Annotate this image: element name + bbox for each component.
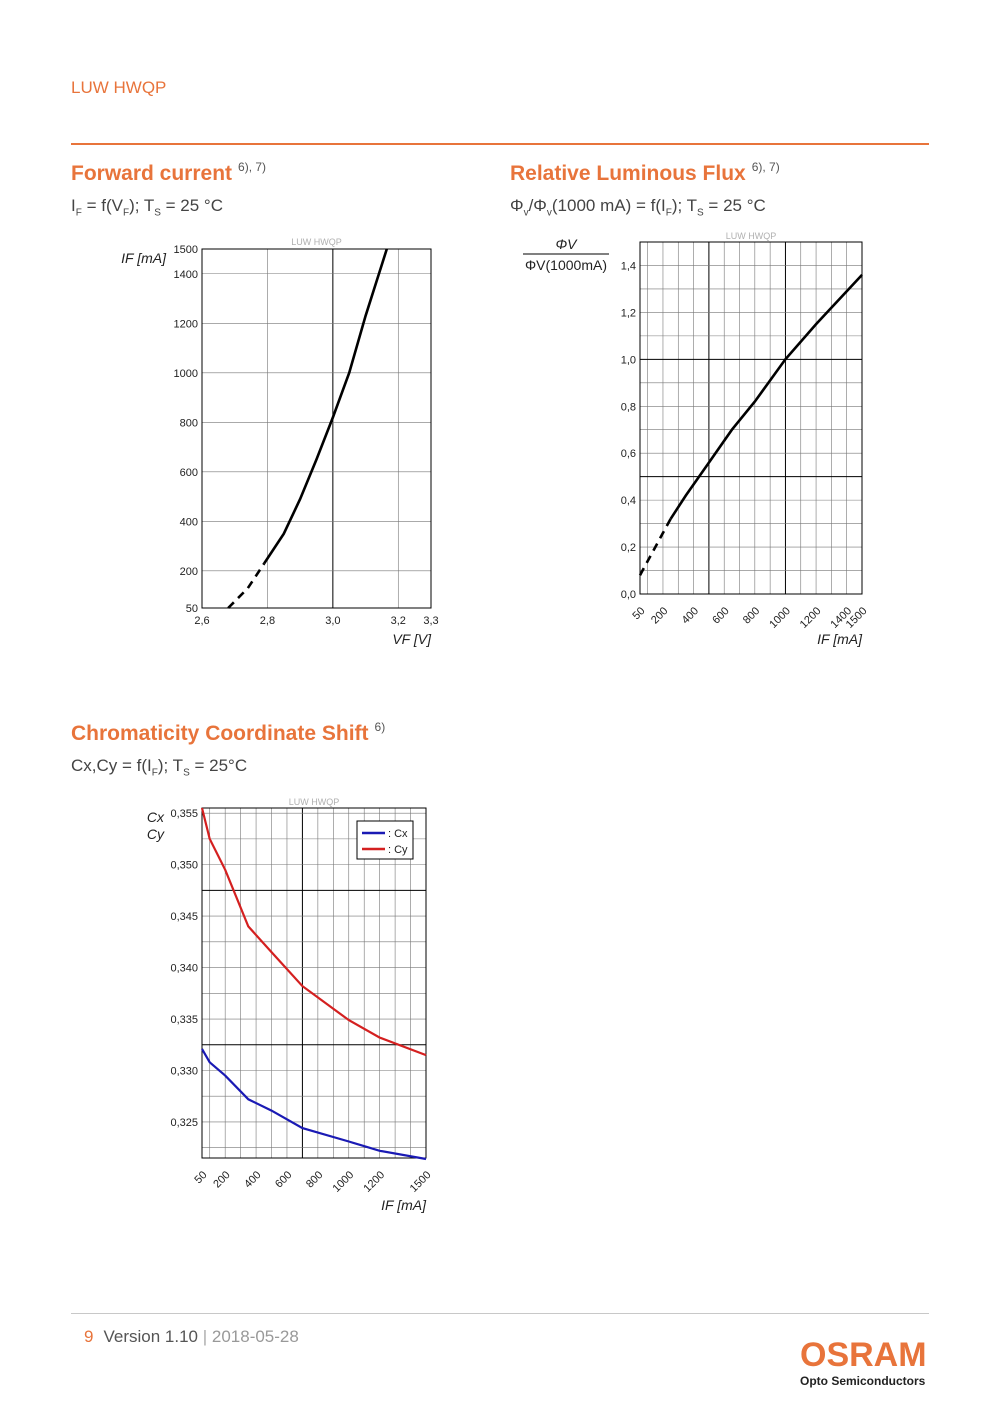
chroma-x-label: IF [mA] [381,1197,427,1213]
forward-x-tick: 3,2 [391,615,406,627]
logo-brand: OSRAM [800,1336,927,1374]
flux-y-tick: 1,4 [621,260,636,272]
forward-y-tick: 1000 [174,368,198,380]
chroma-y-tick: 0,335 [170,1014,198,1026]
forward-current-title-text: Forward current [71,162,233,185]
forward-current-title: Forward current 6), 7) [71,160,267,186]
flux-chart-frame [639,241,863,595]
chroma-legend-box [356,820,414,860]
charts-canvas: 2,6 2,8 3,0 3,2 3,35020040060080010001200140… [121,231,869,1213]
header-rule [71,143,929,145]
page-number: 9 [84,1327,94,1346]
forward-y-tick: 50 [186,603,198,615]
forward-x-tick: 3,3 [423,615,438,627]
chromaticity-title: Chromaticity Coordinate Shift 6) [71,720,386,746]
chroma-y-tick: 0,325 [170,1117,198,1129]
forward-y-label: IF [mA] [121,250,167,266]
relative-flux-title-text: Relative Luminous Flux [510,162,746,185]
forward-current-formula: IF = f(VF); TS = 25 °C [71,196,224,219]
forward-y-tick: 1200 [174,318,198,330]
relative-flux-title: Relative Luminous Flux 6), 7) [510,160,780,186]
chroma-x-tick: 200 [211,1169,232,1190]
flux-x-tick: 50 [630,605,647,622]
forward-y-tick: 400 [180,516,198,528]
footer: 9 Version 1.10 | 2018-05-28 [84,1327,299,1347]
forward-x-label: VF [V] [392,631,432,647]
chroma-legend-label: : Cy [388,844,408,856]
chroma-x-tick: 1000 [331,1169,357,1195]
chroma-x-tick: 50 [192,1169,209,1186]
relative-flux-refs: 6), 7) [751,160,780,174]
flux-y-tick: 0,2 [621,542,636,554]
forward-curve [263,248,389,565]
flux-x-tick: 800 [741,605,762,626]
chroma-x-tick: 1500 [408,1169,434,1195]
forward-watermark: LUW HWQP [291,237,342,247]
chroma-x-tick: 800 [304,1169,325,1190]
relative-flux-formula: Φv/Φv(1000 mA) = f(IF); TS = 25 °C [510,196,766,219]
forward-curve [227,562,266,609]
flux-y-tick: 1,2 [621,307,636,319]
flux-x-tick: 1000 [767,605,793,631]
chroma-y-label-cy: Cy [147,826,165,842]
chroma-cy-curve [200,807,427,1057]
chroma-cx-curve [201,1048,427,1161]
forward-current-refs: 6), 7) [238,160,267,174]
flux-curve [638,518,672,576]
flux-y-label-num: ΦV [555,236,578,252]
flux-y-tick: 0,0 [621,589,636,601]
flux-x-tick: 200 [649,605,670,626]
flux-watermark: LUW HWQP [726,231,777,241]
chroma-legend-label: : Cx [388,828,408,840]
chroma-x-tick: 1200 [361,1169,387,1195]
footer-separator: | [202,1327,208,1346]
chromaticity-formula: Cx,Cy = f(IF); TS = 25°C [71,756,248,779]
forward-chart-frame [201,248,432,609]
osram-logo: OSRAM Opto Semiconductors [800,1338,930,1388]
chroma-y-tick: 0,350 [170,860,198,872]
chroma-watermark: LUW HWQP [289,797,340,807]
forward-y-tick: 1400 [174,269,198,281]
forward-y-tick: 800 [180,417,198,429]
footer-rule [71,1313,929,1314]
chroma-y-tick: 0,355 [170,808,198,820]
header-product: LUW HWQP [71,78,167,97]
flux-x-tick: 600 [710,605,731,626]
flux-curve [669,274,863,520]
chroma-y-tick: 0,340 [170,963,198,975]
flux-y-tick: 0,6 [621,448,636,460]
forward-y-tick: 600 [180,467,198,479]
forward-x-tick: 2,8 [260,615,275,627]
chromaticity-title-text: Chromaticity Coordinate Shift [71,722,369,745]
chroma-y-label-cx: Cx [147,809,165,825]
flux-x-tick: 1200 [798,605,824,631]
chroma-chart-frame [201,807,427,1159]
logo-tagline: Opto Semiconductors [800,1374,926,1388]
chromaticity-refs: 6) [374,720,386,734]
flux-y-tick: 1,0 [621,354,636,366]
flux-x-label: IF [mA] [817,631,863,647]
chroma-x-tick: 400 [242,1169,263,1190]
flux-y-tick: 0,4 [621,495,636,507]
forward-x-tick: 2,6 [194,615,209,627]
forward-y-tick: 1500 [174,244,198,256]
chroma-x-tick: 600 [273,1169,294,1190]
flux-x-tick: 400 [680,605,701,626]
forward-x-tick: 3,0 [325,615,340,627]
flux-y-tick: 0,8 [621,401,636,413]
footer-date: 2018-05-28 [211,1327,299,1346]
flux-y-label-den: ΦV(1000mA) [525,257,607,273]
version-label: Version 1.10 [103,1327,198,1346]
forward-y-tick: 200 [180,566,198,578]
chroma-y-tick: 0,330 [170,1066,198,1078]
chroma-y-tick: 0,345 [170,911,198,923]
